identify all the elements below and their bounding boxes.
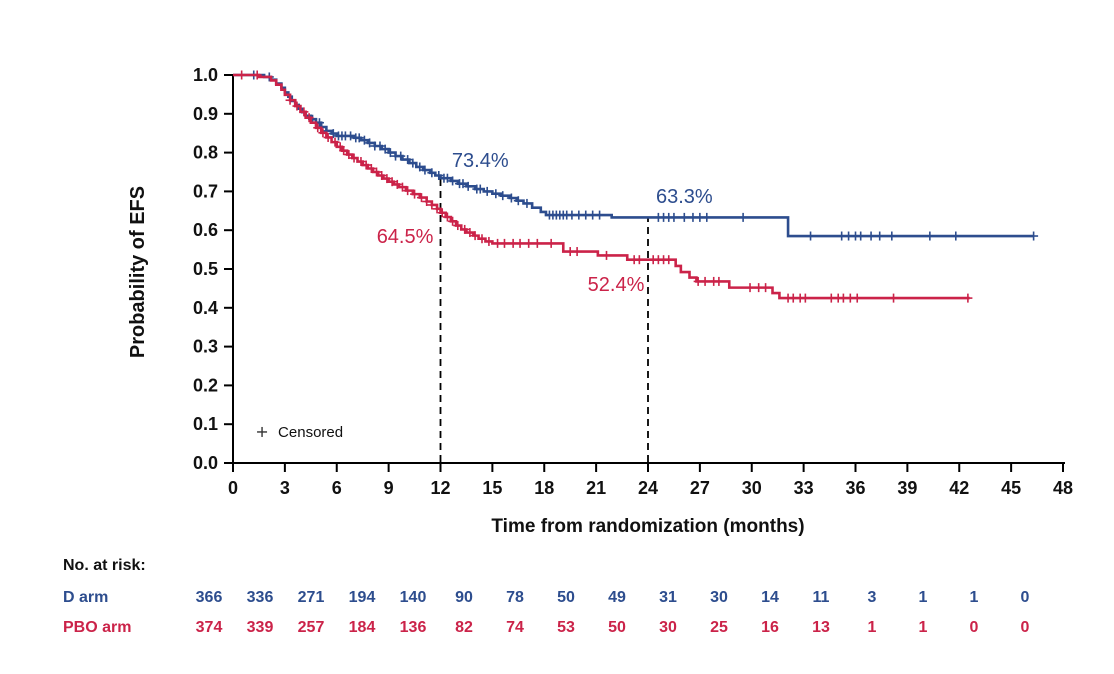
x-tick-label: 0 xyxy=(228,478,238,498)
y-tick-label: 1.0 xyxy=(193,65,218,85)
x-tick-label: 24 xyxy=(638,478,658,498)
x-tick-label: 39 xyxy=(897,478,917,498)
at-risk-count: 25 xyxy=(710,619,728,636)
x-tick-label: 21 xyxy=(586,478,606,498)
at-risk-count: 14 xyxy=(761,589,779,606)
at-risk-count: 140 xyxy=(399,589,427,606)
x-tick-label: 27 xyxy=(690,478,710,498)
at-risk-count: 82 xyxy=(455,619,473,636)
at-risk-count: 16 xyxy=(761,619,779,636)
at-risk-count: 11 xyxy=(812,589,830,606)
at-risk-count: 30 xyxy=(659,619,677,636)
at-risk-count: 30 xyxy=(710,589,728,606)
at-risk-count: 336 xyxy=(246,589,274,606)
km-curve xyxy=(233,73,970,300)
at-risk-count: 31 xyxy=(659,589,677,606)
at-risk-count: 271 xyxy=(297,589,325,606)
at-risk-count: 74 xyxy=(506,619,524,636)
at-risk-row-label: D arm xyxy=(63,589,109,606)
milestone-annotation: 52.4% xyxy=(588,274,645,296)
y-tick-label: 0.7 xyxy=(193,181,218,201)
x-tick-label: 30 xyxy=(742,478,762,498)
at-risk-count: 0 xyxy=(969,619,979,636)
at-risk-count: 53 xyxy=(557,619,575,636)
at-risk-count: 50 xyxy=(557,589,575,606)
x-tick-label: 12 xyxy=(430,478,450,498)
milestone-annotation: 73.4% xyxy=(452,150,509,172)
x-tick-label: 18 xyxy=(534,478,554,498)
x-tick-label: 3 xyxy=(280,478,290,498)
at-risk-count: 257 xyxy=(297,619,325,636)
at-risk-count: 194 xyxy=(348,589,376,606)
at-risk-count: 339 xyxy=(246,619,274,636)
at-risk-count: 1 xyxy=(918,619,928,636)
at-risk-row-label: PBO arm xyxy=(63,619,132,636)
at-risk-count: 1 xyxy=(918,589,928,606)
at-risk-count: 13 xyxy=(812,619,830,636)
at-risk-count: 90 xyxy=(455,589,473,606)
x-tick-label: 45 xyxy=(1001,478,1021,498)
y-tick-label: 0.2 xyxy=(193,375,218,395)
y-tick-label: 0.3 xyxy=(193,337,218,357)
y-tick-label: 0.4 xyxy=(193,298,218,318)
censored-legend-label: Censored xyxy=(278,424,343,441)
at-risk-count: 1 xyxy=(969,589,979,606)
x-tick-label: 42 xyxy=(949,478,969,498)
at-risk-count: 366 xyxy=(195,589,223,606)
x-tick-label: 36 xyxy=(845,478,865,498)
at-risk-count: 0 xyxy=(1020,589,1030,606)
y-tick-label: 0.0 xyxy=(193,453,218,473)
milestone-annotation: 64.5% xyxy=(377,226,434,248)
at-risk-count: 184 xyxy=(348,619,376,636)
at-risk-count: 78 xyxy=(506,589,524,606)
at-risk-count: 0 xyxy=(1020,619,1030,636)
x-tick-label: 9 xyxy=(384,478,394,498)
x-tick-label: 33 xyxy=(794,478,814,498)
x-axis-title: Time from randomization (months) xyxy=(491,516,805,537)
y-tick-label: 0.1 xyxy=(193,414,218,434)
y-tick-label: 0.6 xyxy=(193,220,218,240)
y-axis-title: Probability of EFS xyxy=(127,185,149,359)
y-tick-label: 0.9 xyxy=(193,104,218,124)
at-risk-table-title: No. at risk: xyxy=(63,557,146,574)
milestone-annotation: 63.3% xyxy=(656,186,713,208)
at-risk-count: 3 xyxy=(867,589,877,606)
x-tick-label: 15 xyxy=(482,478,502,498)
x-tick-label: 6 xyxy=(332,478,342,498)
at-risk-count: 136 xyxy=(399,619,427,636)
y-tick-label: 0.8 xyxy=(193,143,218,163)
at-risk-count: 49 xyxy=(608,589,626,606)
at-risk-count: 374 xyxy=(195,619,223,636)
x-tick-label: 48 xyxy=(1053,478,1073,498)
at-risk-count: 50 xyxy=(608,619,626,636)
y-tick-label: 0.5 xyxy=(193,259,218,279)
at-risk-count: 1 xyxy=(867,619,877,636)
